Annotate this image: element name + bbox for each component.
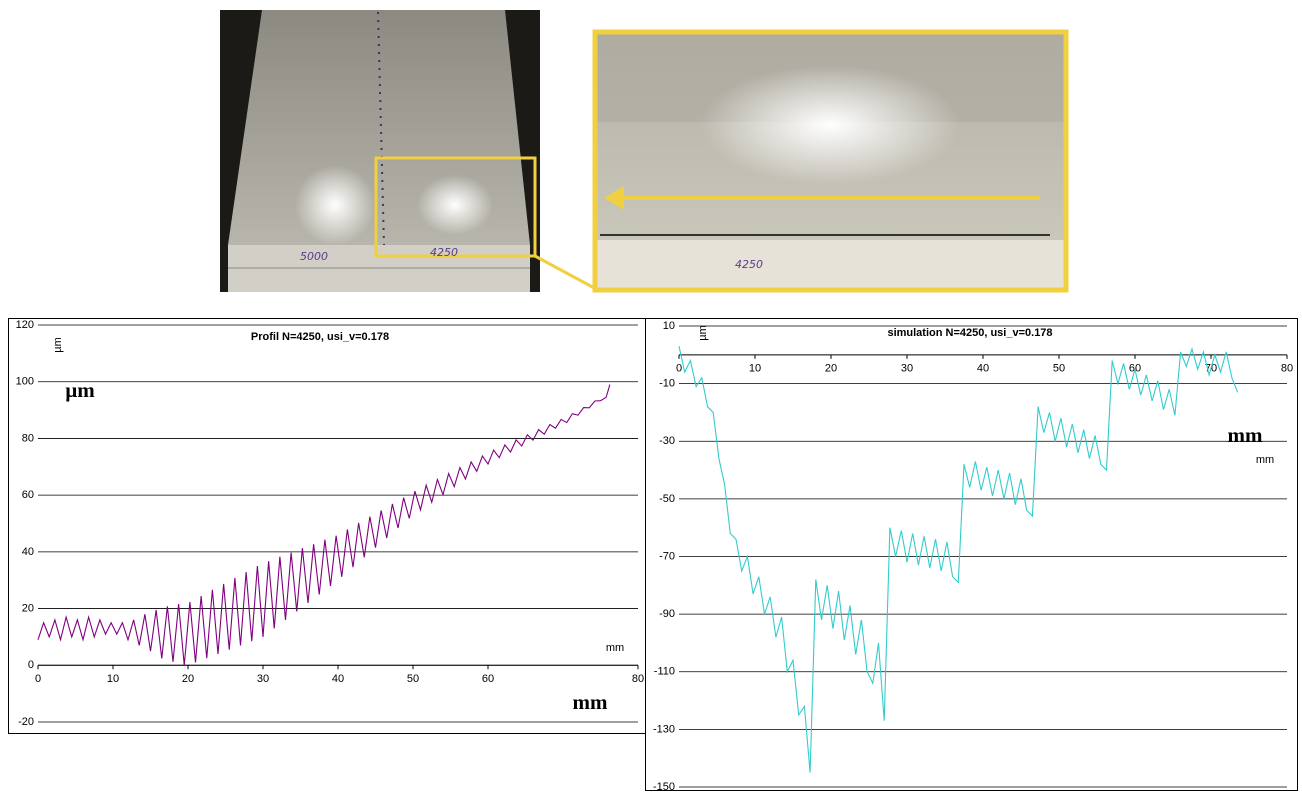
x-tick-label: 30 bbox=[257, 673, 269, 685]
x-tick-label: 60 bbox=[482, 673, 494, 685]
y-axis-label: µm bbox=[697, 325, 709, 341]
y-tick-label: -90 bbox=[659, 608, 675, 620]
y-tick-label: 120 bbox=[16, 319, 34, 331]
y-tick-label: 60 bbox=[22, 489, 34, 501]
x-tick-label: 20 bbox=[825, 363, 837, 375]
chart-title: simulation N=4250, usi_v=0.178 bbox=[887, 327, 1052, 339]
y-tick-label: 10 bbox=[663, 320, 675, 332]
x-tick-label: 20 bbox=[182, 673, 194, 685]
x-tick-label: 60 bbox=[1129, 363, 1141, 375]
x-tick-label: 10 bbox=[107, 673, 119, 685]
x-tick-label: 50 bbox=[1053, 363, 1065, 375]
x-tick-label: 80 bbox=[632, 673, 644, 685]
y-tick-label: -30 bbox=[659, 435, 675, 447]
annotation: mm bbox=[1228, 423, 1263, 447]
y-tick-label: -70 bbox=[659, 550, 675, 562]
y-tick-label: -10 bbox=[659, 378, 675, 390]
annotation: µm bbox=[65, 378, 95, 402]
y-tick-label: 80 bbox=[22, 432, 34, 444]
x-tick-label: 0 bbox=[676, 363, 682, 375]
y-tick-label: 100 bbox=[16, 376, 34, 388]
photo-label: 5000 bbox=[300, 250, 328, 263]
data-line bbox=[678, 346, 1239, 773]
y-tick-label: 0 bbox=[28, 659, 34, 671]
x-tick-label: 50 bbox=[407, 673, 419, 685]
x-tick-label: 80 bbox=[1281, 363, 1293, 375]
y-tick-label: 40 bbox=[22, 546, 34, 558]
y-tick-label: -130 bbox=[653, 723, 675, 735]
y-tick-label: -150 bbox=[653, 781, 675, 793]
x-tick-label: 0 bbox=[35, 673, 41, 685]
annotation: mm bbox=[573, 690, 608, 714]
chart-frame bbox=[8, 318, 646, 734]
x-axis-label: mm bbox=[1256, 454, 1274, 466]
data-line bbox=[37, 384, 611, 666]
photo-zoom: 4250 bbox=[592, 29, 1069, 293]
x-axis-label: mm bbox=[606, 642, 624, 654]
y-tick-label: 20 bbox=[22, 602, 34, 614]
chart-title: Profil N=4250, usi_v=0.178 bbox=[251, 331, 389, 343]
zoom-connector bbox=[534, 254, 599, 292]
y-axis-label: µm bbox=[52, 337, 64, 353]
photo-overview: 5000 4250 bbox=[220, 10, 540, 292]
x-tick-label: 30 bbox=[901, 363, 913, 375]
y-tick-label: -110 bbox=[654, 666, 675, 678]
y-tick-label: -20 bbox=[18, 716, 34, 728]
photo-label: 4250 bbox=[735, 258, 763, 271]
chart-frame bbox=[645, 318, 1298, 791]
x-tick-label: 40 bbox=[332, 673, 344, 685]
y-tick-label: -50 bbox=[659, 493, 675, 505]
x-tick-label: 10 bbox=[749, 363, 761, 375]
photo-label: 4250 bbox=[430, 246, 458, 259]
x-tick-label: 40 bbox=[977, 363, 989, 375]
